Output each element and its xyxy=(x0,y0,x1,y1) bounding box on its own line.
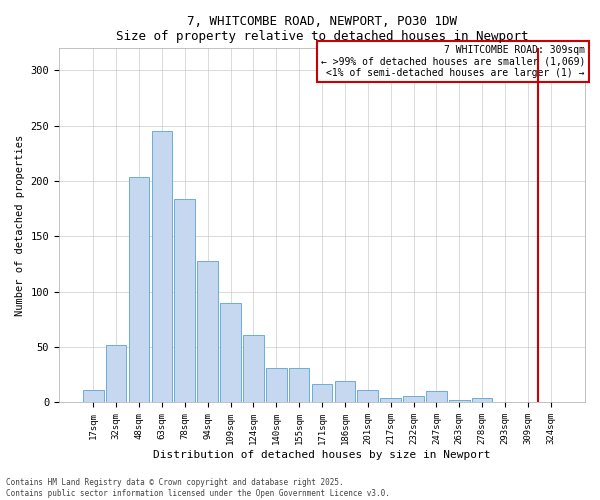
Bar xyxy=(106,345,127,403)
Bar xyxy=(83,390,104,402)
Bar xyxy=(358,390,378,402)
Bar xyxy=(197,261,218,402)
Bar xyxy=(380,398,401,402)
Bar xyxy=(152,132,172,402)
Bar xyxy=(449,400,470,402)
Bar xyxy=(312,384,332,402)
Bar xyxy=(243,335,263,402)
Bar xyxy=(175,199,195,402)
Text: Contains HM Land Registry data © Crown copyright and database right 2025.
Contai: Contains HM Land Registry data © Crown c… xyxy=(6,478,390,498)
Bar xyxy=(426,392,447,402)
Bar xyxy=(472,398,493,402)
Bar xyxy=(128,176,149,402)
Bar xyxy=(289,368,310,402)
Text: 7 WHITCOMBE ROAD: 309sqm
← >99% of detached houses are smaller (1,069)
<1% of se: 7 WHITCOMBE ROAD: 309sqm ← >99% of detac… xyxy=(320,45,585,78)
Title: 7, WHITCOMBE ROAD, NEWPORT, PO30 1DW
Size of property relative to detached house: 7, WHITCOMBE ROAD, NEWPORT, PO30 1DW Siz… xyxy=(116,15,528,43)
Bar xyxy=(220,303,241,402)
Bar xyxy=(403,396,424,402)
Y-axis label: Number of detached properties: Number of detached properties xyxy=(15,135,25,316)
Bar xyxy=(335,382,355,402)
X-axis label: Distribution of detached houses by size in Newport: Distribution of detached houses by size … xyxy=(153,450,491,460)
Bar xyxy=(266,368,287,402)
